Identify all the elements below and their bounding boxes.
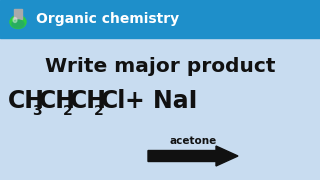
- Text: CH: CH: [39, 89, 76, 113]
- Text: Cl: Cl: [101, 89, 126, 113]
- Text: CH: CH: [8, 89, 45, 113]
- Text: Organic chemistry: Organic chemistry: [36, 12, 179, 26]
- Text: acetone: acetone: [169, 136, 217, 146]
- Text: CH: CH: [70, 89, 107, 113]
- Text: 2: 2: [63, 104, 73, 118]
- Ellipse shape: [12, 20, 24, 28]
- Ellipse shape: [10, 15, 26, 28]
- Bar: [0, 0, 320, 38]
- Text: + NaI: + NaI: [125, 89, 197, 113]
- Text: Write major product: Write major product: [45, 57, 275, 75]
- Bar: [14, 9, 22, 19]
- Ellipse shape: [13, 17, 17, 22]
- Text: 2: 2: [94, 104, 104, 118]
- FancyArrow shape: [148, 146, 238, 166]
- Text: 3: 3: [32, 104, 42, 118]
